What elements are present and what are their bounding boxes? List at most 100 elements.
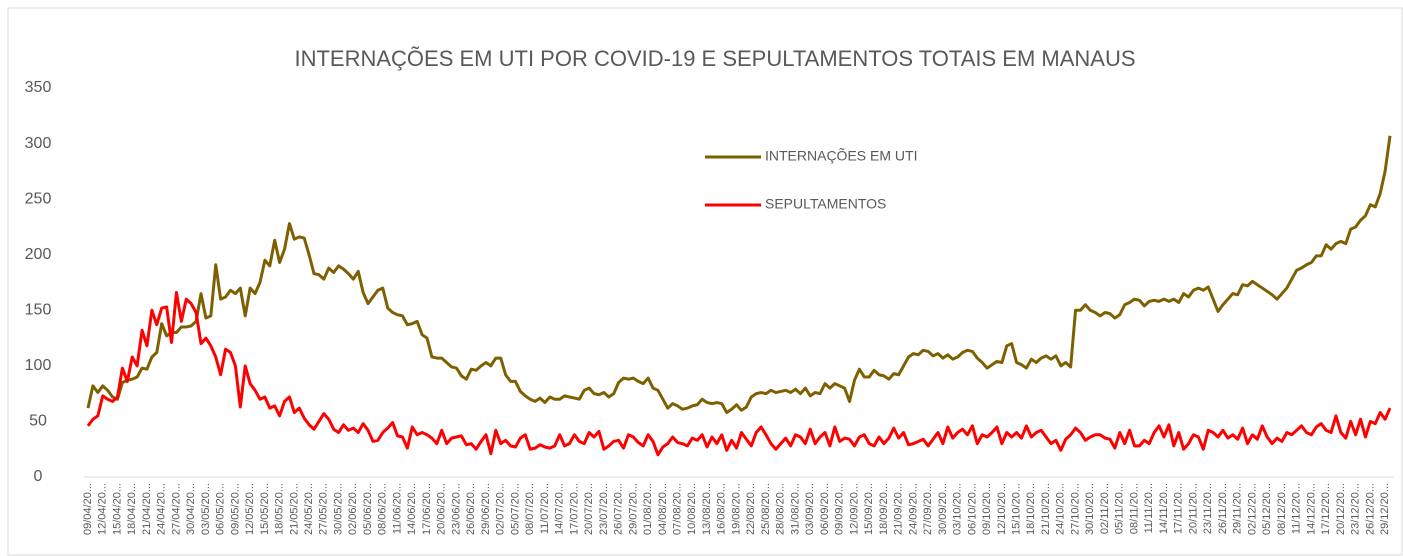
x-tick-label: 15/04/20... [111,483,123,535]
x-tick-label: 30/05/20... [332,483,344,535]
x-tick-label: 24/09/20... [907,483,919,535]
y-tick-label: 200 [25,246,52,263]
x-tick-label: 17/11/20... [1173,483,1185,534]
x-tick-label: 03/09/20... [804,483,816,535]
x-tick-label: 20/11/20... [1187,483,1199,534]
x-tick-label: 20/06/20... [436,483,448,535]
x-tick-label: 11/12/20... [1291,483,1303,534]
x-tick-label: 12/10/20... [996,483,1008,535]
x-tick-label: 24/04/20... [156,483,168,535]
x-tick-label: 30/10/20... [1084,483,1096,535]
y-tick-label: 250 [25,190,52,207]
x-tick-label: 23/12/20... [1350,483,1362,535]
x-tick-label: 08/06/20... [377,483,389,535]
x-tick-label: 21/04/20... [141,483,153,535]
x-tick-label: 26/11/20... [1217,483,1229,534]
x-tick-label: 24/10/20... [1055,483,1067,535]
chart-frame [7,7,1403,556]
x-tick-label: 06/10/20... [966,483,978,535]
x-tick-label: 09/09/20... [834,483,846,535]
x-tick-label: 18/10/20... [1025,483,1037,535]
x-tick-label: 05/12/20... [1261,483,1273,535]
line-series [86,135,1392,415]
x-tick-label: 12/09/20... [848,483,860,535]
y-tick-label: 50 [29,413,47,430]
x-tick-label: 14/12/20... [1305,483,1317,535]
x-tick-label: 11/11/20... [1143,483,1155,533]
x-tick-label: 03/05/20... [200,483,212,535]
x-tick-label: 02/11/20... [1099,483,1111,534]
y-tick-label: 100 [25,357,52,374]
x-tick-label: 27/04/20... [170,483,182,535]
x-tick-label: 30/04/20... [185,483,197,535]
x-tick-label: 11/06/20... [391,483,403,534]
x-tick-label: 18/09/20... [878,483,890,535]
x-tick-label: 27/05/20... [318,483,330,535]
x-tick-label: 20/07/20... [583,483,595,535]
x-tick-label: 01/08/20... [642,483,654,535]
x-tick-label: 17/06/20... [421,483,433,535]
x-tick-label: 05/11/20... [1114,483,1126,534]
x-tick-label: 06/09/20... [819,483,831,535]
x-tick-label: 12/05/20... [244,483,256,535]
y-tick-label: 150 [25,302,52,319]
x-tick-label: 06/05/20... [215,483,227,535]
x-tick-label: 18/05/20... [274,483,286,535]
x-tick-label: 23/11/20... [1202,483,1214,534]
legend-label: INTERNAÇÕES EM UTI [765,148,917,164]
x-tick-label: 08/07/20... [524,483,536,535]
x-tick-label: 15/09/20... [863,483,875,535]
y-tick-label: 300 [25,135,52,152]
x-tick-label: 21/05/20... [288,483,300,535]
x-tick-label: 08/11/20... [1128,483,1140,534]
legend-label: SEPULTAMENTOS [765,196,886,212]
x-tick-label: 05/06/20... [362,483,374,535]
x-tick-label: 20/12/20... [1335,483,1347,535]
x-tick-label: 29/11/20... [1232,483,1244,534]
x-tick-label: 18/04/20... [126,483,138,535]
x-tick-label: 03/10/20... [952,483,964,535]
x-tick-label: 29/07/20... [627,483,639,535]
x-tick-label: 29/06/20... [480,483,492,535]
x-tick-label: 29/12/20... [1379,483,1391,535]
x-tick-label: 12/04/20... [97,483,109,535]
y-tick-label: 350 [25,79,52,96]
x-tick-label: 26/12/20... [1364,483,1376,535]
x-tick-label: 02/07/20... [495,483,507,535]
x-tick-label: 25/08/20... [760,483,772,535]
x-tick-label: 23/06/20... [450,483,462,535]
x-tick-label: 24/05/20... [303,483,315,535]
x-tick-label: 26/06/20... [465,483,477,535]
x-tick-label: 16/08/20... [716,483,728,535]
x-tick-label: 09/05/20... [229,483,241,535]
x-tick-label: 28/08/20... [775,483,787,535]
x-tick-label: 14/11/20... [1158,483,1170,534]
y-tick-label: 0 [34,468,43,485]
x-tick-label: 08/12/20... [1276,483,1288,535]
x-tick-label: 27/09/20... [922,483,934,535]
x-tick-label: 14/07/20... [554,483,566,535]
x-tick-label: 15/05/20... [259,483,271,535]
x-tick-label: 14/06/20... [406,483,418,535]
x-tick-label: 02/06/20... [347,483,359,535]
x-tick-label: 31/08/20... [789,483,801,535]
x-tick-label: 05/07/20... [509,483,521,535]
x-tick-label: 21/10/20... [1040,483,1052,535]
x-tick-label: 15/10/20... [1011,483,1023,535]
x-tick-label: 23/07/20... [598,483,610,535]
x-tick-label: 22/08/20... [745,483,757,535]
x-tick-label: 04/08/20... [657,483,669,535]
x-tick-label: 26/07/20... [613,483,625,535]
x-tick-label: 09/04/20... [82,483,94,535]
x-tick-label: 21/09/20... [893,483,905,535]
x-tick-label: 27/10/20... [1069,483,1081,535]
line-series [86,291,1392,457]
x-tick-label: 19/08/20... [730,483,742,535]
x-tick-label: 17/12/20... [1320,483,1332,535]
x-tick-label: 13/08/20... [701,483,713,535]
x-tick-label: 10/08/20... [686,483,698,535]
x-tick-label: 07/08/20... [671,483,683,535]
chart-title: INTERNAÇÕES EM UTI POR COVID-19 E SEPULT… [294,46,1135,71]
x-tick-label: 09/10/20... [981,483,993,535]
